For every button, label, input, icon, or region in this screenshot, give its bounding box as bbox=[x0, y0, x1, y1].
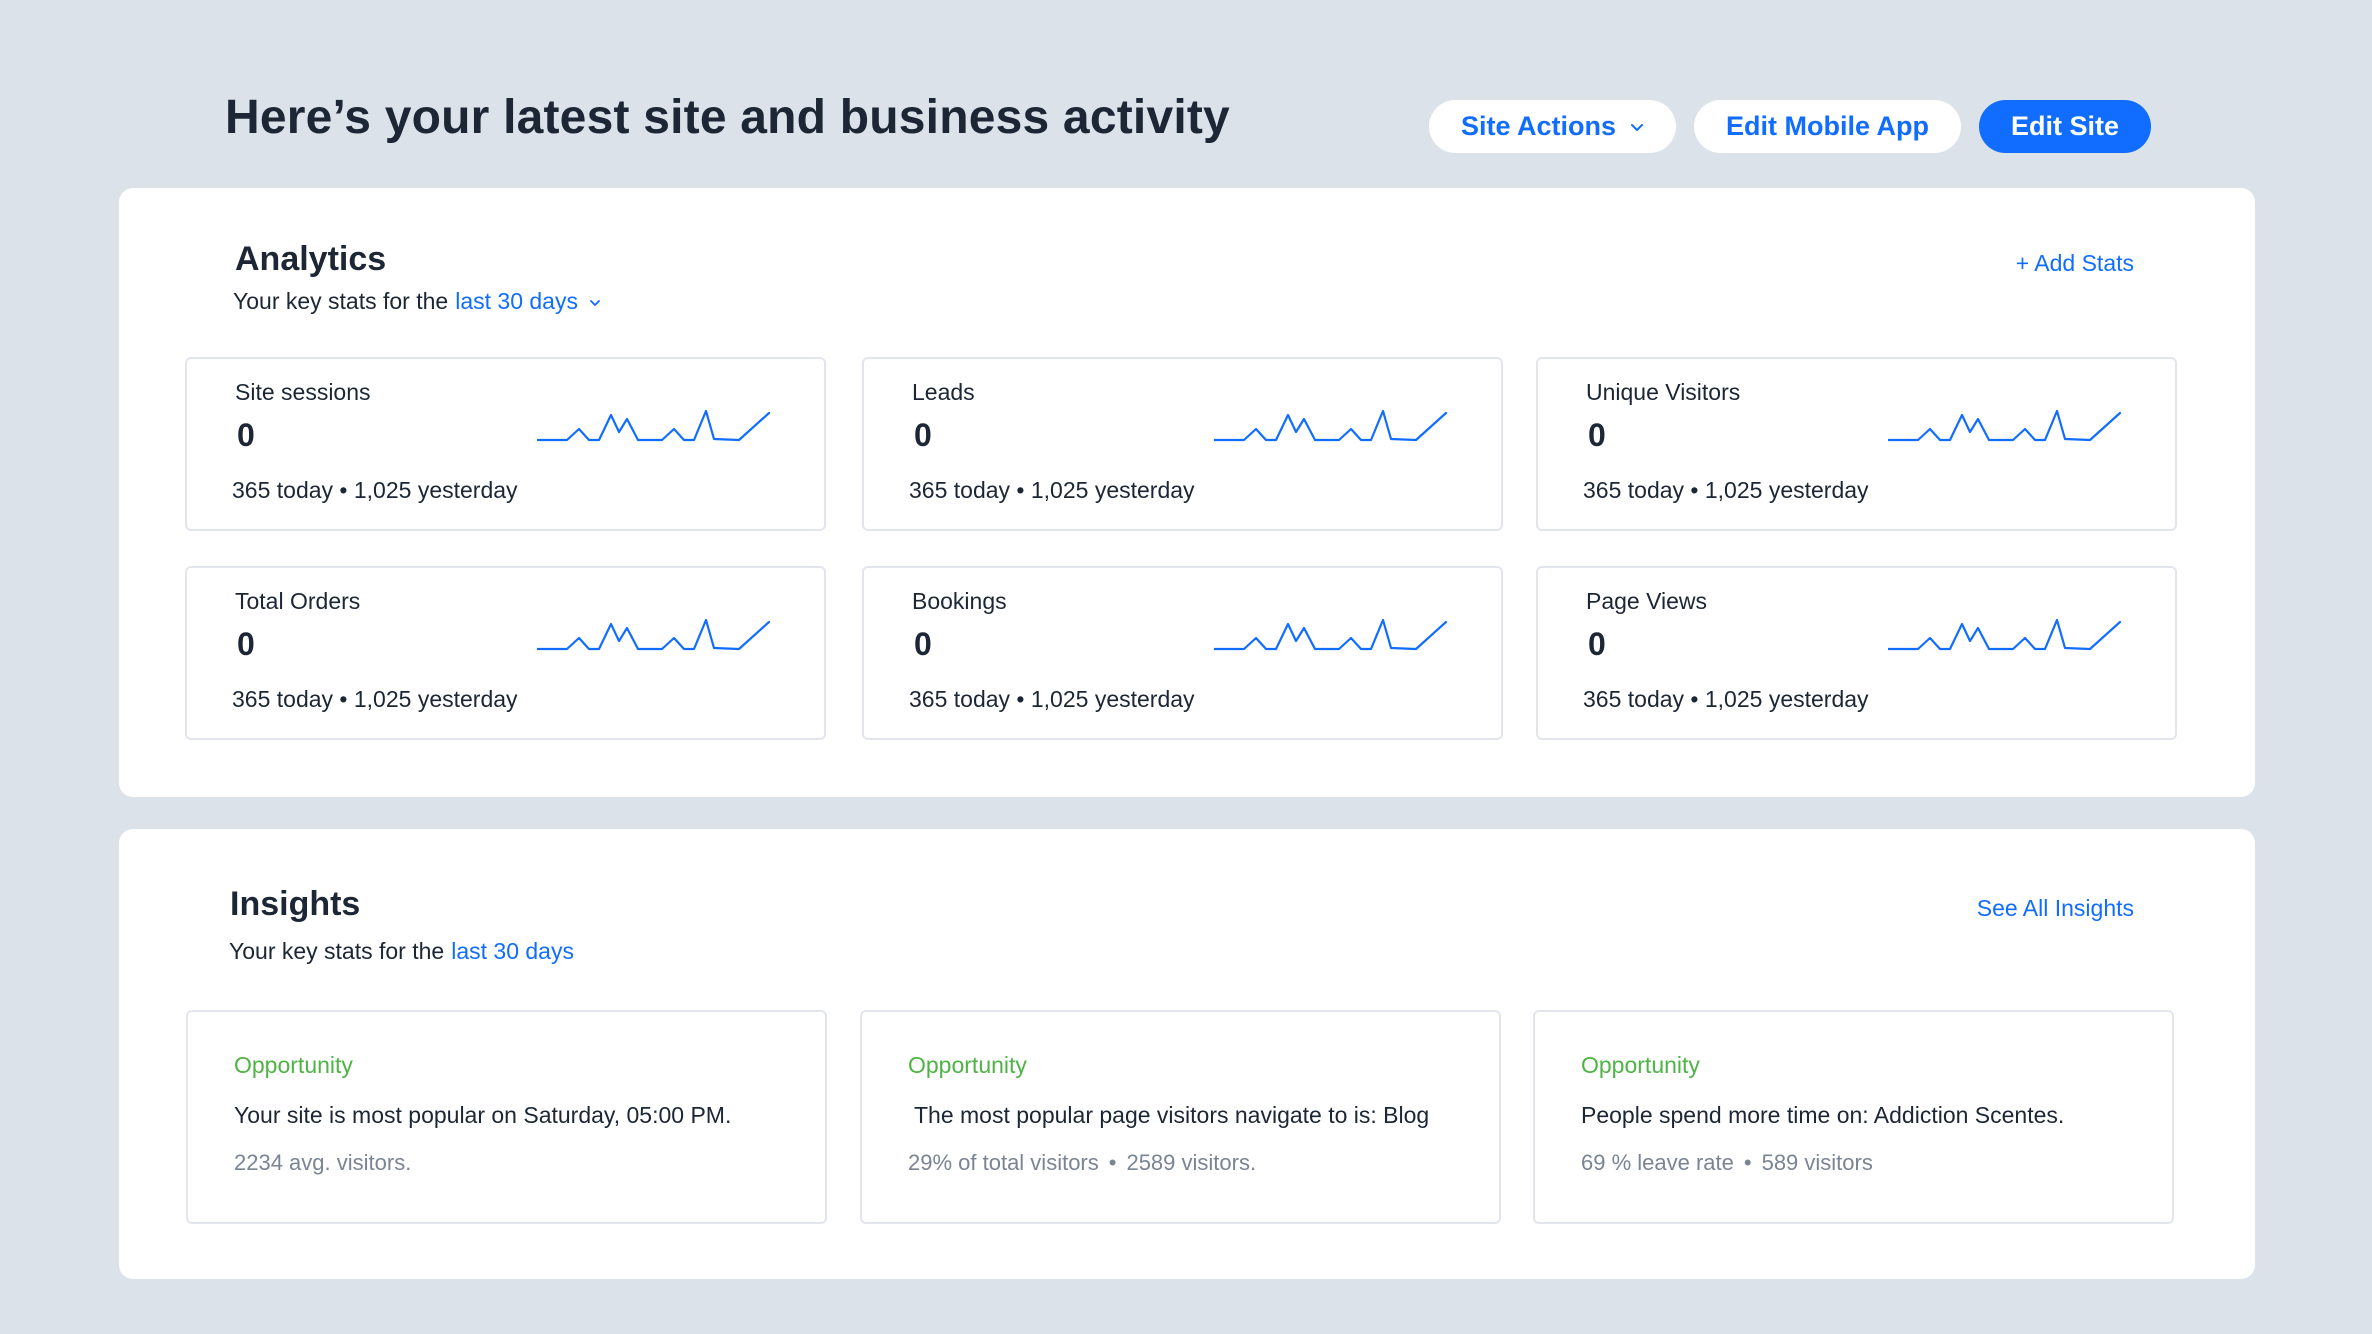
stat-label: Unique Visitors bbox=[1586, 379, 1741, 405]
stat-value: 0 bbox=[1588, 417, 1606, 453]
insight-card[interactable]: Opportunity People spend more time on: A… bbox=[1533, 1010, 2174, 1224]
edit-mobile-app-button[interactable]: Edit Mobile App bbox=[1694, 100, 1961, 153]
edit-site-button[interactable]: Edit Site bbox=[1978, 100, 2151, 153]
analytics-subtitle-text: Your key stats for the bbox=[233, 288, 449, 314]
chevron-down-icon bbox=[590, 300, 600, 306]
stat-card-bookings[interactable]: Bookings 0 365 today • 1,025 yesterday bbox=[862, 566, 1503, 740]
insight-card[interactable]: Opportunity Your site is most popular on… bbox=[186, 1010, 827, 1224]
header-actions: Site Actions Edit Mobile App Edit Site bbox=[1428, 100, 2151, 153]
stat-footnote: 365 today • 1,025 yesterday bbox=[909, 686, 1195, 712]
stat-label: Site sessions bbox=[235, 379, 371, 405]
site-actions-button[interactable]: Site Actions bbox=[1428, 100, 1676, 153]
insight-text: People spend more time on: Addiction Sce… bbox=[1581, 1102, 2065, 1128]
stat-card-leads[interactable]: Leads 0 365 today • 1,025 yesterday bbox=[862, 357, 1503, 531]
sparkline-chart-icon bbox=[1888, 618, 2122, 651]
analytics-subtitle: Your key stats for the last 30 days bbox=[233, 288, 602, 315]
stat-label: Page Views bbox=[1586, 588, 1708, 614]
sparkline-chart-icon bbox=[1888, 409, 2122, 442]
insights-subtitle-text: Your key stats for the bbox=[229, 938, 445, 964]
opportunity-tag: Opportunity bbox=[234, 1052, 353, 1078]
stat-card-unique-visitors[interactable]: Unique Visitors 0 365 today • 1,025 yest… bbox=[1536, 357, 2177, 531]
stat-label: Bookings bbox=[912, 588, 1007, 614]
insights-panel: Insights Your key stats for the last 30 … bbox=[119, 829, 2255, 1279]
insight-text: The most popular page visitors navigate … bbox=[914, 1102, 1430, 1128]
stat-footnote: 365 today • 1,025 yesterday bbox=[1583, 477, 1869, 503]
sparkline-chart-icon bbox=[537, 618, 771, 651]
stat-card-total-orders[interactable]: Total Orders 0 365 today • 1,025 yesterd… bbox=[185, 566, 826, 740]
site-actions-label: Site Actions bbox=[1460, 111, 1616, 141]
sparkline-chart-icon bbox=[1214, 409, 1448, 442]
stat-footnote: 365 today • 1,025 yesterday bbox=[1583, 686, 1869, 712]
analytics-panel: Analytics Your key stats for the last 30… bbox=[119, 188, 2255, 797]
stat-footnote: 365 today • 1,025 yesterday bbox=[232, 477, 518, 503]
period-label: last 30 days bbox=[455, 288, 578, 314]
stat-label: Leads bbox=[912, 379, 975, 405]
stat-footnote: 365 today • 1,025 yesterday bbox=[909, 477, 1195, 503]
insight-footnote: 69 % leave rate • 589 visitors bbox=[1581, 1150, 1873, 1175]
opportunity-tag: Opportunity bbox=[1581, 1052, 1700, 1078]
chevron-down-icon bbox=[1631, 123, 1643, 131]
add-stats-link[interactable]: + Add Stats bbox=[2015, 250, 2134, 276]
stat-value: 0 bbox=[914, 626, 932, 662]
page-title: Here’s your latest site and business act… bbox=[225, 91, 1230, 144]
insights-subtitle: Your key stats for the last 30 days bbox=[229, 938, 574, 965]
insight-footnote: 2234 avg. visitors. bbox=[234, 1150, 412, 1175]
insights-period-link[interactable]: last 30 days bbox=[451, 938, 574, 964]
insight-text: Your site is most popular on Saturday, 0… bbox=[234, 1102, 732, 1128]
stat-value: 0 bbox=[914, 417, 932, 453]
stat-footnote: 365 today • 1,025 yesterday bbox=[232, 686, 518, 712]
analytics-title: Analytics bbox=[235, 240, 387, 278]
period-dropdown[interactable]: last 30 days bbox=[455, 288, 602, 315]
sparkline-chart-icon bbox=[1214, 618, 1448, 651]
stat-value: 0 bbox=[237, 626, 255, 662]
sparkline-chart-icon bbox=[537, 409, 771, 442]
stat-card-site-sessions[interactable]: Site sessions 0 365 today • 1,025 yester… bbox=[185, 357, 826, 531]
stat-label: Total Orders bbox=[235, 588, 361, 614]
insights-title: Insights bbox=[230, 885, 361, 923]
stat-value: 0 bbox=[237, 417, 255, 453]
stat-value: 0 bbox=[1588, 626, 1606, 662]
opportunity-tag: Opportunity bbox=[908, 1052, 1027, 1078]
insight-footnote: 29% of total visitors • 2589 visitors. bbox=[908, 1150, 1257, 1175]
insight-card[interactable]: Opportunity The most popular page visito… bbox=[860, 1010, 1501, 1224]
stat-card-page-views[interactable]: Page Views 0 365 today • 1,025 yesterday bbox=[1536, 566, 2177, 740]
see-all-insights-link[interactable]: See All Insights bbox=[1976, 895, 2134, 921]
